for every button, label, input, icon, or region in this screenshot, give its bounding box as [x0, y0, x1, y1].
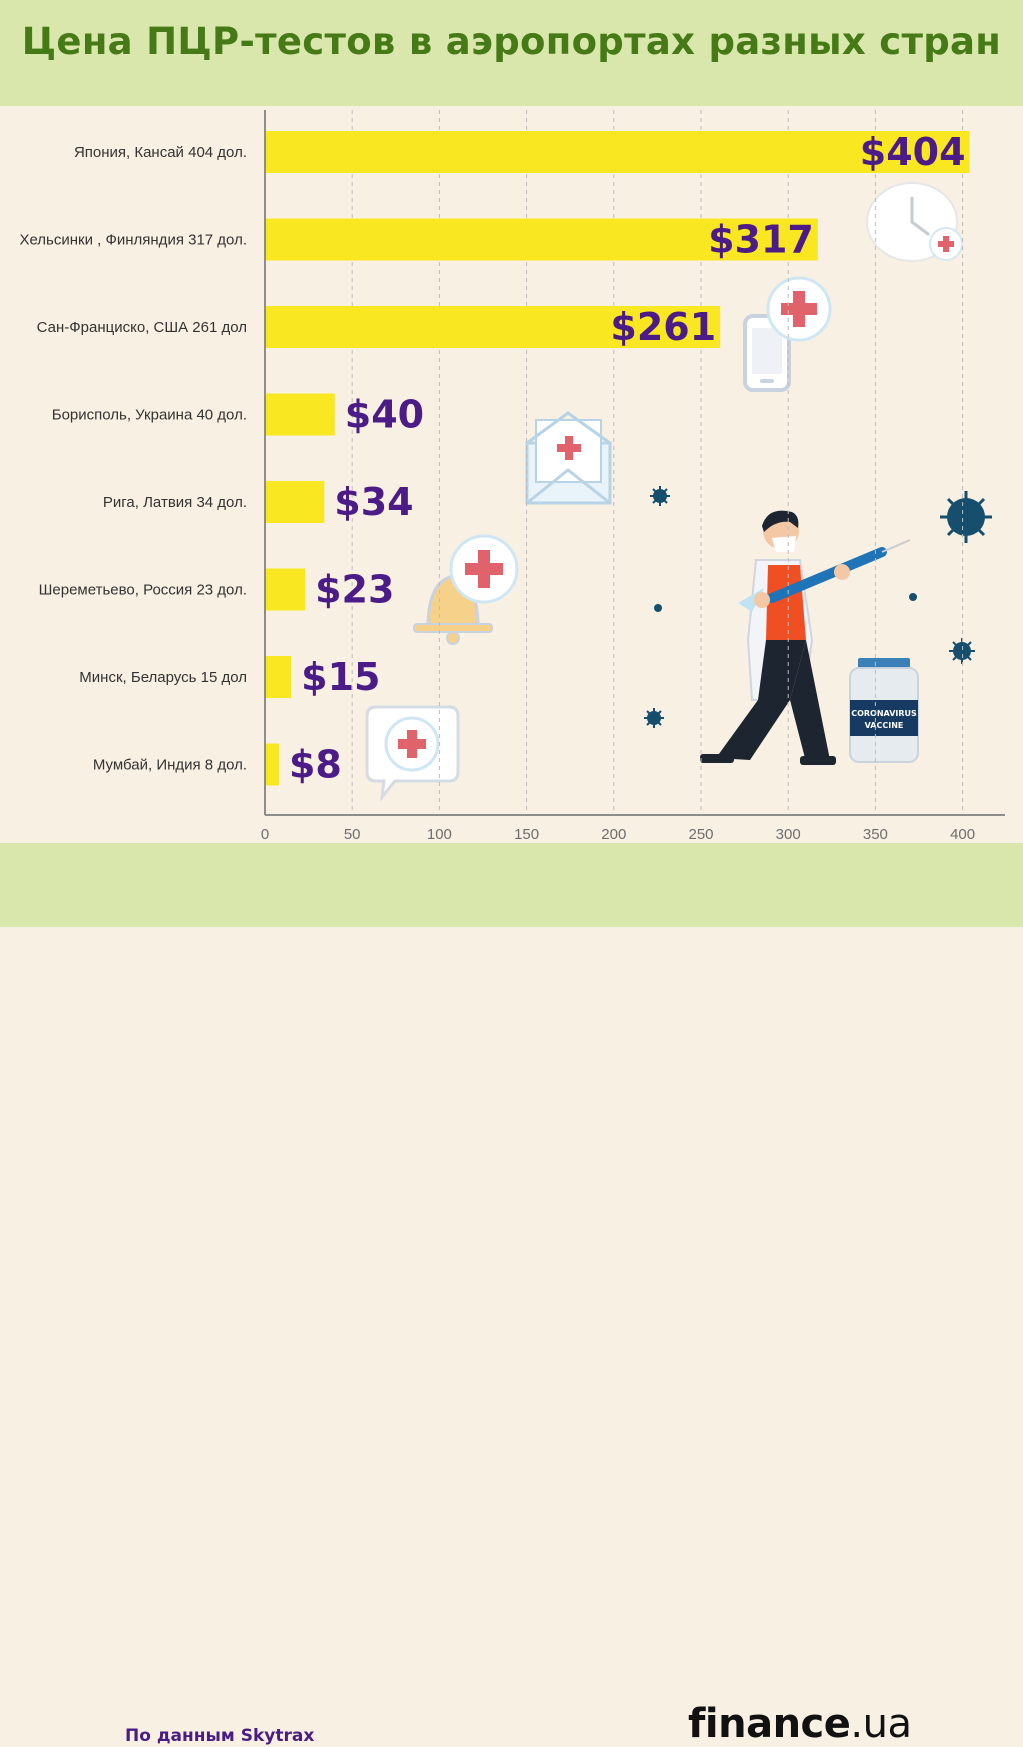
category-labels: Япония, Кансай 404 дол. Хельсинки , Финля… — [19, 144, 247, 774]
bar — [265, 568, 306, 611]
value-label: $40 — [345, 393, 424, 437]
value-label: $404 — [860, 130, 966, 174]
x-tick-label: 0 — [261, 826, 269, 843]
x-tick-label: 400 — [950, 826, 975, 843]
bell-medical-icon — [413, 534, 519, 645]
value-label: $15 — [301, 655, 380, 699]
brand-main: finance — [688, 1701, 851, 1747]
bar — [265, 306, 721, 348]
value-label: $8 — [289, 743, 342, 787]
bar — [265, 131, 970, 173]
value-label: $34 — [334, 480, 413, 524]
bar-chart: CORONAVIRUS VACCINE $404 $317 $261 $40 $34 $2… — [19, 110, 1005, 843]
speech-bubble-medical-icon — [365, 705, 460, 803]
phone-medical-icon — [743, 276, 832, 392]
vaccine-bottle-icon: CORONAVIRUS VACCINE — [849, 658, 919, 763]
virus-icon — [909, 593, 917, 601]
x-tick-label: 350 — [863, 826, 888, 843]
envelope-medical-icon — [525, 411, 612, 505]
source-note: По данным Skytrax — [125, 1726, 315, 1746]
bar — [265, 218, 818, 261]
page-title: Цена ПЦР-тестов в аэропортах разных стра… — [21, 20, 1002, 63]
bars — [265, 131, 970, 786]
brand-suffix: .ua — [850, 1701, 912, 1747]
brand-logo: finance.ua — [688, 1701, 912, 1747]
value-labels: $404 $317 $261 $40 $34 $23 $15 $8 — [289, 130, 966, 787]
category-label: Сан-Франциско, США 261 дол — [37, 319, 247, 336]
doctor-illustration — [700, 510, 911, 765]
tick-labels: 0 50 100 150 200 250 300 350 400 — [261, 826, 975, 843]
category-label: Минск, Беларусь 15 дол — [79, 669, 247, 686]
x-tick-label: 150 — [514, 826, 539, 843]
header-band: Цена ПЦР-тестов в аэропортах разных стра… — [0, 0, 1023, 106]
category-label: Мумбай, Индия 8 дол. — [93, 757, 247, 774]
value-label: $261 — [610, 305, 716, 349]
virus-icon — [650, 486, 670, 506]
axes — [264, 110, 1005, 816]
x-tick-label: 250 — [688, 826, 713, 843]
virus-icon — [949, 638, 975, 664]
x-tick-label: 100 — [427, 826, 452, 843]
grid-lines — [351, 110, 964, 815]
category-label: Рига, Латвия 34 дол. — [103, 494, 247, 511]
x-tick-label: 300 — [776, 826, 801, 843]
category-label: Шереметьево, Россия 23 дол. — [39, 582, 247, 599]
x-tick-label: 200 — [601, 826, 626, 843]
value-label: $23 — [315, 568, 394, 612]
illustrations: CORONAVIRUS VACCINE — [365, 182, 992, 803]
virus-icon — [654, 604, 662, 612]
virus-icon — [644, 708, 664, 728]
bar — [265, 393, 335, 436]
bar — [265, 656, 292, 698]
vaccine-label-line2: VACCINE — [865, 721, 904, 730]
x-tick-label: 50 — [344, 826, 361, 843]
bar — [265, 481, 325, 523]
footer-band: По данным Skytrax finance.ua — [0, 843, 1023, 1747]
category-label: Борисполь, Украина 40 дол. — [52, 407, 247, 424]
virus-icon — [940, 491, 992, 543]
bar — [265, 743, 279, 786]
category-label: Хельсинки , Финляндия 317 дол. — [19, 232, 247, 249]
clock-icon — [866, 182, 963, 262]
value-label: $317 — [708, 218, 814, 262]
category-label: Япония, Кансай 404 дол. — [74, 144, 247, 161]
vaccine-label-line1: CORONAVIRUS — [851, 709, 917, 718]
